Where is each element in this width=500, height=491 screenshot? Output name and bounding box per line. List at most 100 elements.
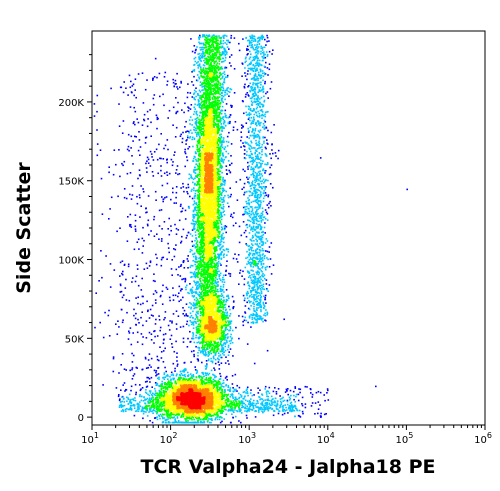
event-dot: [263, 72, 266, 74]
event-dot: [252, 212, 254, 214]
event-dot: [189, 195, 191, 198]
event-dot: [198, 291, 201, 293]
event-dot: [257, 77, 260, 80]
event-dot: [198, 134, 200, 136]
event-dot: [260, 316, 262, 318]
event-dot: [158, 359, 160, 362]
event-dot: [152, 412, 154, 414]
event-dot: [205, 39, 207, 41]
event-dot: [270, 273, 273, 275]
event-dot: [205, 354, 207, 357]
event-dot: [225, 308, 227, 311]
event-dot: [198, 89, 201, 92]
event-dot: [203, 112, 205, 114]
event-dot: [220, 136, 223, 139]
event-dot: [184, 151, 186, 153]
event-dot: [198, 37, 200, 39]
event-dot: [205, 42, 208, 44]
event-dot: [196, 74, 199, 76]
event-dot: [251, 182, 253, 184]
event-dot: [205, 377, 208, 379]
event-dot: [261, 279, 264, 282]
event-dot: [259, 75, 261, 77]
event-dot: [260, 310, 262, 313]
event-dot: [218, 100, 221, 102]
event-dot: [234, 399, 236, 401]
event-dot: [326, 388, 329, 390]
event-dot: [131, 398, 133, 401]
event-dot: [126, 400, 128, 402]
event-dot: [238, 283, 240, 285]
event-dot: [139, 196, 141, 199]
event-dot: [256, 283, 259, 285]
event-dot: [196, 240, 199, 242]
event-dot: [261, 111, 264, 113]
event-dot: [118, 149, 120, 151]
event-dot: [269, 200, 271, 203]
event-dot: [122, 409, 124, 411]
event-dot: [195, 237, 197, 239]
event-dot: [265, 179, 267, 182]
event-dot: [210, 39, 212, 42]
event-dot: [249, 119, 251, 122]
event-dot: [195, 117, 198, 120]
event-dot: [266, 162, 269, 164]
event-dot: [194, 291, 196, 293]
event-dot: [158, 376, 160, 379]
event-dot: [141, 387, 144, 389]
event-dot: [119, 291, 122, 293]
event-dot: [259, 301, 261, 304]
event-dot: [242, 168, 244, 171]
event-dot: [197, 142, 200, 145]
event-dot: [194, 127, 197, 129]
event-dot: [161, 416, 164, 419]
event-dot: [248, 190, 250, 193]
event-dot: [222, 187, 225, 190]
event-dot: [256, 64, 259, 66]
event-dot: [248, 271, 250, 273]
event-dot: [226, 173, 228, 175]
event-dot: [250, 293, 253, 296]
event-dot: [193, 295, 196, 297]
event-dot: [197, 337, 199, 339]
event-dot: [219, 290, 221, 293]
event-dot: [148, 411, 150, 413]
event-dot: [133, 121, 135, 123]
event-dot: [137, 73, 140, 75]
event-dot: [214, 375, 216, 377]
event-dot: [261, 256, 264, 259]
event-dot: [180, 265, 182, 267]
event-dot: [252, 260, 255, 262]
event-dot: [127, 263, 130, 266]
event-dot: [311, 393, 314, 396]
event-dot: [217, 414, 219, 417]
event-dot: [256, 176, 258, 178]
event-dot: [220, 112, 223, 115]
event-dot: [243, 391, 246, 393]
event-dot: [231, 341, 234, 344]
event-dot: [250, 398, 252, 400]
event-dot: [219, 372, 221, 375]
event-dot: [203, 418, 205, 420]
event-dot: [180, 299, 182, 301]
event-dot: [184, 373, 186, 376]
event-dot: [248, 58, 251, 60]
event-dot: [194, 156, 196, 158]
event-dot: [197, 99, 200, 102]
event-dot: [152, 293, 155, 295]
event-dot: [162, 333, 165, 336]
event-dot: [226, 87, 228, 90]
event-dot: [224, 323, 227, 325]
event-dot: [175, 186, 178, 188]
event-dot: [162, 284, 164, 287]
event-dots: [93, 34, 408, 424]
event-dot: [260, 296, 262, 299]
event-dot: [148, 397, 151, 399]
event-dot: [195, 336, 197, 339]
event-dot: [197, 101, 200, 103]
event-dot: [254, 404, 257, 407]
event-dot: [260, 83, 262, 86]
event-dot: [223, 71, 226, 73]
event-dot: [184, 152, 187, 155]
event-dot: [249, 40, 251, 42]
